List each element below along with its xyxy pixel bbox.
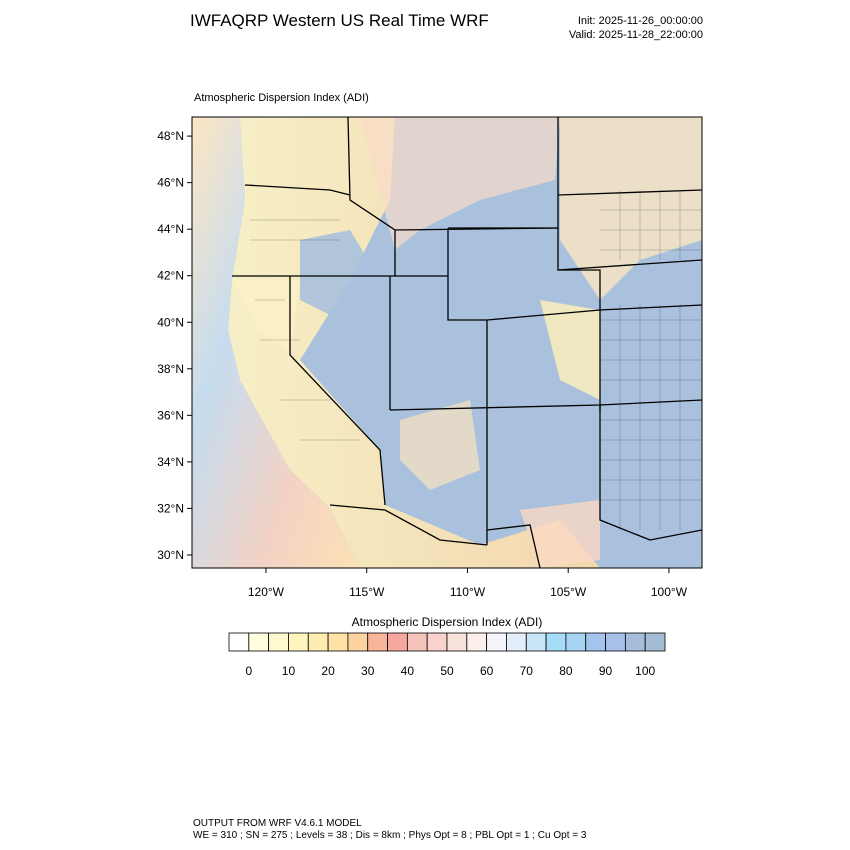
colorbar-box	[248, 632, 270, 652]
lat-tick-label: 36°N	[157, 408, 184, 422]
colorbar-tick-label: 50	[440, 664, 454, 678]
colorbar-box	[426, 632, 448, 652]
lat-tick-label: 42°N	[157, 269, 184, 283]
colorbar-box	[545, 632, 567, 652]
title: IWFAQRP Western US Real Time WRF	[190, 11, 489, 30]
lon-tick-label: 105°W	[550, 585, 587, 599]
colorbar-box	[624, 632, 646, 652]
map-subtitle: Atmospheric Dispersion Index (ADI)	[194, 92, 369, 104]
lat-tick-label: 40°N	[157, 315, 184, 329]
lat-tick-label: 44°N	[157, 222, 184, 236]
colorbar-box	[605, 632, 626, 652]
county-borders	[250, 190, 702, 530]
lat-tick-label: 30°N	[157, 548, 184, 562]
lon-tick-label: 110°W	[450, 585, 486, 599]
colorbar-box	[347, 632, 369, 652]
colorbar-tick-label: 80	[559, 664, 573, 678]
colorbar-box	[406, 632, 428, 652]
colorbar-box	[327, 632, 349, 652]
colorbar-box	[486, 632, 507, 652]
map-field	[192, 117, 702, 568]
lat-tick-label: 34°N	[157, 455, 184, 469]
colorbar-tick-label: 60	[480, 664, 494, 678]
colorbar: 0 10 20 30 40 50 60 70 80 90 100	[228, 632, 666, 678]
lon-tick-label: 100°W	[651, 585, 688, 599]
colorbar-tick-label: 90	[599, 664, 613, 678]
colorbar-tick-label: 0	[245, 664, 252, 678]
valid-time: Valid: 2025-11-28_22:00:00	[569, 29, 703, 41]
colorbar-tick-label: 70	[520, 664, 534, 678]
lat-tick-label: 48°N	[157, 129, 184, 143]
colorbar-box	[644, 632, 666, 652]
init-time: Init: 2025-11-26_00:00:00	[578, 15, 703, 27]
map-frame	[191, 116, 703, 569]
colorbar-box	[585, 632, 606, 652]
colorbar-box	[506, 632, 527, 652]
lat-tick-label: 38°N	[157, 362, 184, 376]
colorbar-box	[228, 632, 250, 652]
colorbar-box	[387, 632, 408, 652]
footer-line: OUTPUT FROM WRF V4.6.1 MODEL	[193, 818, 362, 829]
footer-line: WE = 310 ; SN = 275 ; Levels = 38 ; Dis …	[193, 830, 587, 841]
colorbar-box	[367, 632, 388, 652]
colorbar-box	[268, 632, 289, 652]
colorbar-box	[466, 632, 488, 652]
colorbar-tick-label: 100	[635, 664, 655, 678]
colorbar-tick-label: 10	[282, 664, 296, 678]
colorbar-tick-label: 20	[321, 664, 335, 678]
colorbar-box	[525, 632, 547, 652]
lat-tick-label: 46°N	[157, 176, 184, 190]
colorbar-title: Atmospheric Dispersion Index (ADI)	[352, 615, 543, 629]
colorbar-tick-label: 40	[401, 664, 415, 678]
state-borders	[232, 117, 702, 568]
lon-tick-label: 115°W	[349, 585, 385, 599]
colorbar-box	[565, 632, 587, 652]
map-axes: 30°N 32°N 34°N 36°N 38°N 40°N 42°N 44°N 46°N 48°N…	[157, 129, 688, 599]
colorbar-box	[446, 632, 468, 652]
colorbar-box	[307, 632, 329, 652]
colorbar-tick-label: 30	[361, 664, 375, 678]
lon-tick-label: 120°W	[248, 585, 285, 599]
lat-tick-label: 32°N	[157, 501, 184, 515]
colorbar-box	[288, 632, 309, 652]
